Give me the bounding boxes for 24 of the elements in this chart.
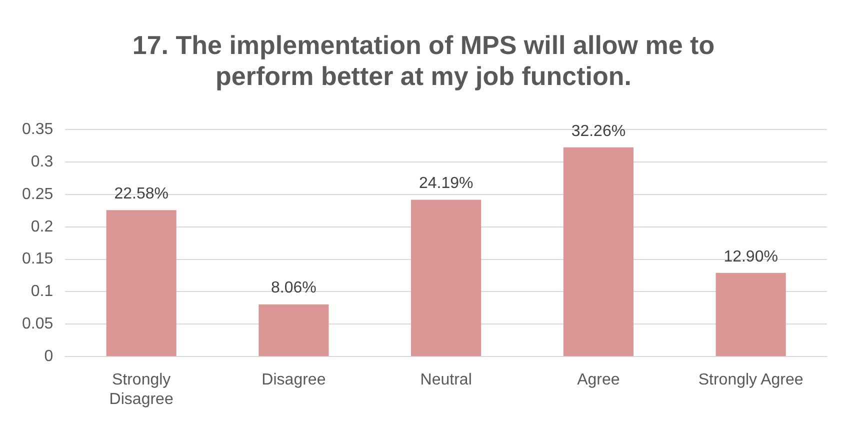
y-tick-label: 0.3 xyxy=(30,153,54,170)
bar xyxy=(258,304,329,356)
y-tick-label: 0.2 xyxy=(30,218,54,236)
bar xyxy=(716,272,786,356)
chart-title: 17. The implementation of MPS will allow me to perform better at my job function. xyxy=(131,29,716,92)
y-tick-label: 0.1 xyxy=(30,283,54,300)
y-tick-label: 0.25 xyxy=(22,186,54,203)
data-label: 24.19% xyxy=(418,175,474,192)
y-tick-label: 0.35 xyxy=(22,121,54,138)
data-label: 22.58% xyxy=(114,186,168,203)
data-label: 12.90% xyxy=(724,248,778,266)
x-tick-label: Disagree xyxy=(262,372,326,389)
y-tick-label: 0 xyxy=(44,348,54,366)
bar xyxy=(411,200,482,356)
x-tick-label: Strongly Agree xyxy=(698,372,804,389)
bar xyxy=(106,210,176,356)
bar xyxy=(563,147,634,356)
x-tick-label: Neutral xyxy=(420,372,472,389)
data-label: 8.06% xyxy=(271,280,316,297)
y-tick-label: 0.15 xyxy=(22,250,54,268)
x-tick-label: Agree xyxy=(577,372,620,389)
data-label: 32.26% xyxy=(571,122,626,140)
x-tick-label: Strongly Disagree xyxy=(109,372,174,408)
y-tick-label: 0.05 xyxy=(22,316,54,333)
